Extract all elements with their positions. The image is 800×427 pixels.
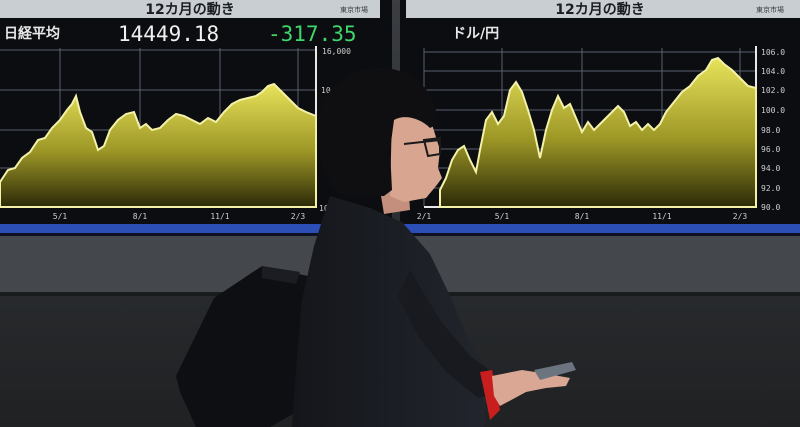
left-y-top-label: 16,000 (322, 47, 351, 56)
shoulder-bag (176, 266, 312, 427)
right-y-tick-9: 90.0 (761, 203, 780, 212)
usdjpy-area (439, 56, 757, 208)
left-header-tag: 東京市場 (340, 5, 368, 14)
left-y-mid-label: 10 (321, 86, 331, 95)
left-header-text: 12カ月の動き (145, 1, 234, 18)
right-y-tick-7: 94.0 (761, 164, 780, 173)
left-header-bar (0, 0, 380, 18)
hand (492, 370, 570, 406)
right-x-tick-5: 2/3 (733, 212, 748, 221)
right-y-tick-6: 96.0 (761, 145, 780, 154)
right-y-tick-5: 98.0 (761, 126, 780, 135)
red-sleeve-cuff (480, 370, 500, 420)
right-header-bar (406, 0, 800, 18)
left-x-tick-2: 8/1 (133, 212, 148, 221)
hair (317, 67, 438, 197)
left-x-tick-4: 2/3 (291, 212, 306, 221)
right-y-tick-2: 104.0 (761, 67, 785, 76)
face (390, 114, 442, 202)
right-x-tick-1: 2/1 (417, 212, 432, 221)
right-y-tick-4: 100.0 (761, 106, 785, 115)
left-y-bottom-label: 10 (319, 204, 329, 213)
right-x-tick-2: 5/1 (495, 212, 510, 221)
right-x-tick-4: 11/1 (652, 212, 671, 221)
eyeglasses (403, 136, 441, 158)
nikkei-area (0, 82, 317, 208)
right-x-tick-3: 8/1 (575, 212, 590, 221)
woman-pedestrian (176, 67, 576, 427)
left-x-tick-3: 11/1 (210, 212, 229, 221)
right-header-tag: 東京市場 (756, 5, 784, 14)
right-y-axis-labels: 106.0 104.0 102.0 100.0 98.0 96.0 94.0 9… (761, 48, 785, 212)
right-y-tick-8: 92.0 (761, 184, 780, 193)
smartphone (534, 362, 576, 380)
usdjpy-title: ドル/円 (452, 26, 499, 42)
nikkei-change: -317.35 (268, 22, 357, 46)
nikkei-value: 14449.18 (118, 22, 219, 46)
right-header-text: 12カ月の動き (555, 1, 644, 18)
nikkei-title: 日経平均 (4, 25, 60, 42)
right-y-tick-1: 106.0 (761, 48, 785, 57)
right-display-board: 12カ月の動き 東京市場 ドル/円 106.0 104.0 102.0 100.… (400, 0, 800, 228)
right-y-tick-3: 102.0 (761, 86, 785, 95)
left-x-tick-1: 5/1 (53, 212, 68, 221)
